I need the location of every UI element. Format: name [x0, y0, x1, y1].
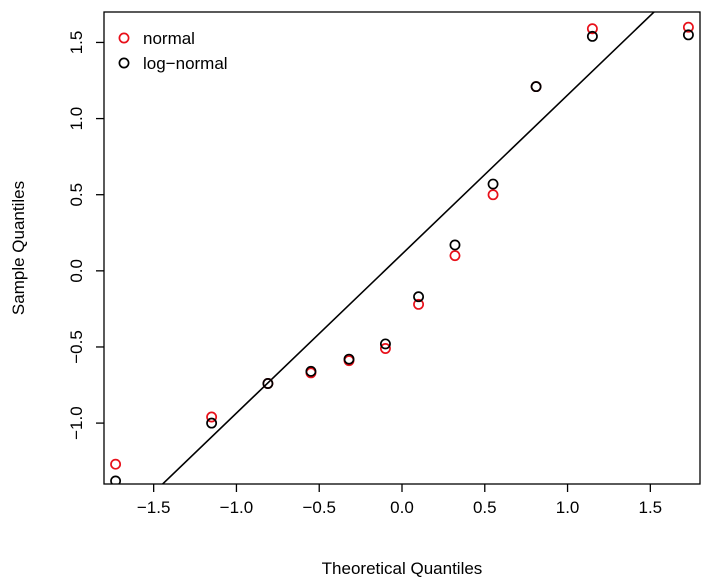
data-point-log-normal — [262, 378, 274, 389]
data-point-log-normal — [487, 178, 499, 190]
x-tick-label: −1.0 — [220, 498, 254, 517]
y-tick-label: 1.5 — [67, 31, 86, 55]
data-point-normal — [206, 411, 218, 423]
x-tick-label: −0.5 — [302, 498, 336, 517]
data-point-normal — [487, 189, 499, 201]
legend-label: normal — [143, 29, 195, 48]
data-point-normal — [682, 21, 694, 33]
x-tick-label: −1.5 — [137, 498, 171, 517]
y-tick-label: 0.5 — [67, 183, 86, 207]
data-point-log-normal — [530, 81, 542, 93]
data-point-log-normal — [449, 239, 461, 251]
data-point-log-normal — [379, 338, 391, 350]
data-point-normal — [586, 23, 598, 35]
reference-line-layer — [161, 12, 656, 484]
data-point-log-normal — [343, 353, 355, 365]
data-point-log-normal — [682, 29, 694, 41]
x-tick-label: 1.5 — [639, 498, 663, 517]
legend-label: log−normal — [143, 54, 228, 73]
data-point-log-normal — [206, 417, 218, 429]
qq-reference-line — [161, 12, 656, 484]
x-axis: −1.5 −1.0 −0.5 0.0 0.5 1.0 1.5 — [137, 484, 662, 517]
y-axis: −1.0 −0.5 0.0 0.5 1.0 1.5 — [67, 31, 104, 440]
x-axis-title: Theoretical Quantiles — [322, 559, 483, 578]
data-point-log-normal — [305, 365, 317, 377]
x-tick-label: 0.0 — [390, 498, 414, 517]
legend-marker — [118, 57, 130, 69]
y-axis-title: Sample Quantiles — [9, 181, 28, 315]
legend: normal log−normal — [118, 29, 228, 73]
data-point-normal — [449, 250, 461, 262]
data-point-normal — [110, 458, 122, 470]
data-point-log-normal — [586, 30, 598, 42]
plot-frame — [103, 11, 701, 485]
y-tick-label: 1.0 — [67, 107, 86, 131]
x-tick-label: 0.5 — [473, 498, 497, 517]
y-tick-label: 0.0 — [67, 259, 86, 283]
data-point-log-normal — [413, 291, 425, 303]
points-layer — [110, 21, 694, 484]
data-point-normal — [413, 298, 425, 310]
legend-marker — [118, 32, 130, 44]
y-tick-label: −1.0 — [67, 406, 86, 440]
x-tick-label: 1.0 — [556, 498, 580, 517]
data-point-log-normal — [110, 475, 122, 484]
y-tick-label: −0.5 — [67, 330, 86, 364]
data-point-normal — [379, 343, 391, 354]
